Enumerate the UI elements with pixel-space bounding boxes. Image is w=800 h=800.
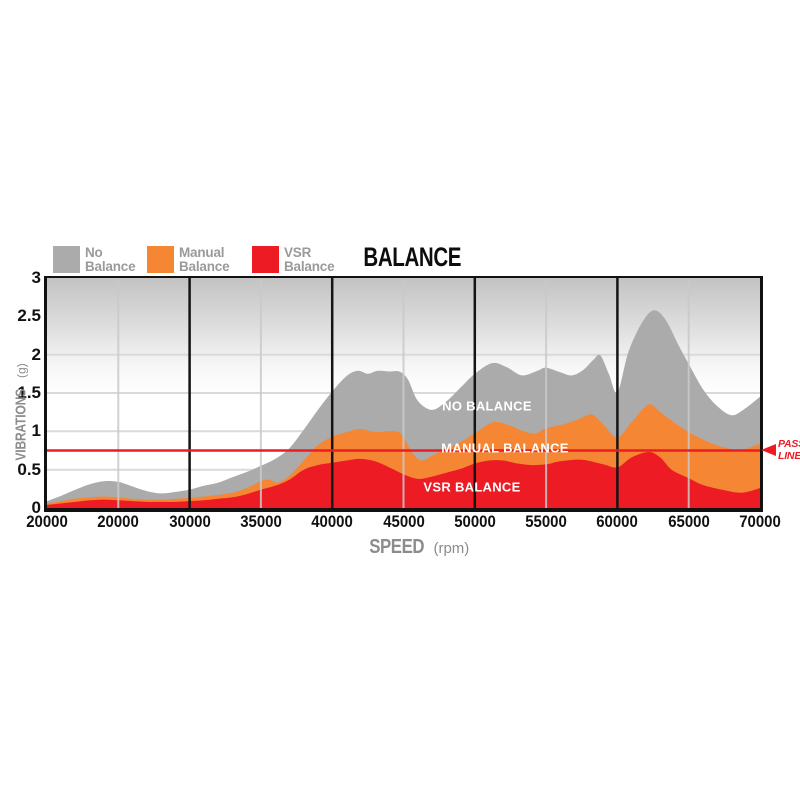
manual-balance-series-label: MANUAL BALANCE (441, 440, 569, 456)
legend-label-no-balance: No Balance (85, 245, 136, 275)
pass-line-arrow-icon (761, 444, 776, 456)
x-tick-label: 30000 (168, 512, 211, 531)
x-tick-label: 45000 (382, 512, 425, 531)
y-axis-tick-labels: 0 0.5 1 1.5 2 2.5 3 (0, 0, 41, 800)
y-tick-label: 1.5 (17, 383, 41, 402)
y-axis-unit: (g) (14, 363, 29, 378)
y-tick-label: 0.5 (17, 459, 41, 479)
y-tick-label: 2 (31, 344, 41, 364)
x-tick-label: 35000 (240, 512, 282, 531)
legend-item-manual-balance: Manual Balance (147, 245, 230, 275)
y-axis-title: VIBRATIONS (g) (13, 341, 30, 491)
x-tick-label: 40000 (311, 512, 353, 531)
legend-item-vsr-balance: VSR Balance (252, 245, 335, 275)
x-tick-label: 20000 (97, 512, 140, 531)
y-tick-label: 2.5 (17, 306, 41, 326)
vsr-balance-series-label: VSR BALANCE (423, 479, 521, 495)
no-balance-swatch-icon (53, 246, 80, 273)
x-axis-unit: (rpm) (433, 540, 470, 557)
y-tick-label: 0 (31, 498, 41, 517)
vsr-balance-swatch-icon (252, 246, 279, 273)
x-tick-label: 60000 (596, 512, 639, 531)
chart-title: BALANCE (363, 242, 461, 272)
x-axis-tick-labels: 20000 20000 30000 35000 40000 45000 50000 55000… (26, 512, 781, 532)
x-tick-label: 65000 (667, 512, 710, 531)
y-axis-title-text: VIBRATIONS (13, 389, 30, 461)
balance-area-chart (47, 278, 760, 508)
legend-label-manual-balance: Manual Balance (179, 245, 230, 275)
x-tick-label: 55000 (525, 512, 567, 531)
legend-label-vsr-balance: VSR Balance (284, 245, 335, 275)
x-axis-title: SPEED (rpm) (60, 536, 773, 559)
legend-item-no-balance: No Balance (53, 245, 136, 275)
x-tick-label: 20000 (26, 512, 68, 531)
plot-area: NO BALANCE MANUAL BALANCE VSR BALANCE (44, 276, 763, 512)
pass-line-label: PASS LINE (778, 438, 800, 462)
y-tick-label: 1 (31, 421, 41, 441)
x-axis-title-text: SPEED (368, 536, 424, 558)
manual-balance-swatch-icon (147, 246, 174, 273)
x-tick-label: 50000 (453, 512, 496, 531)
y-tick-label: 3 (31, 268, 41, 287)
no-balance-series-label: NO BALANCE (442, 398, 532, 414)
x-tick-label: 70000 (739, 512, 781, 531)
